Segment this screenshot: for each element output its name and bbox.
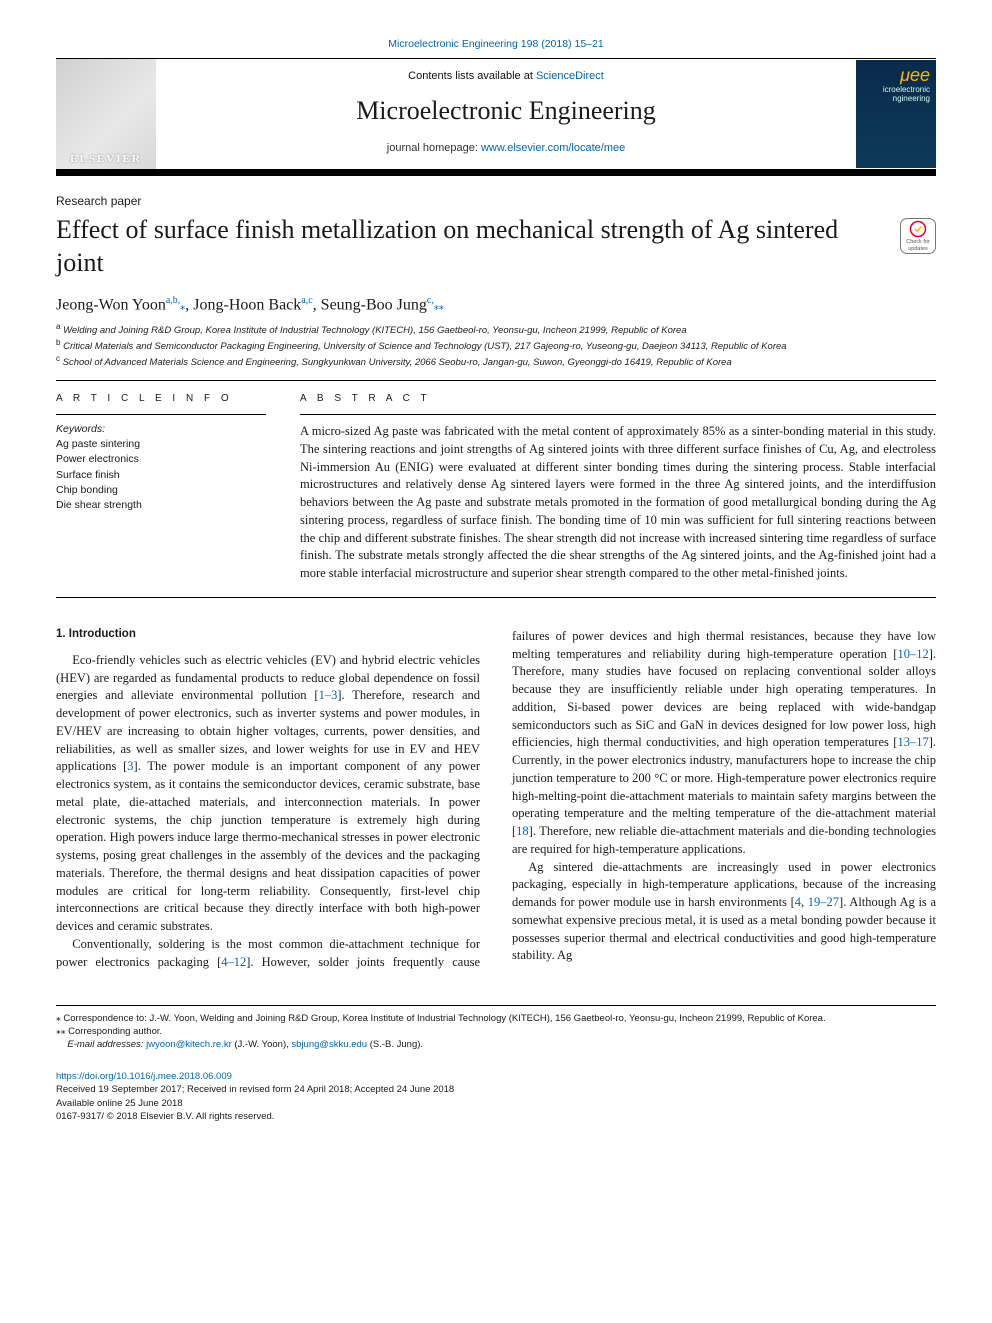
affil-c: c School of Advanced Materials Science a…: [56, 354, 936, 370]
homepage-prefix: journal homepage:: [387, 142, 481, 154]
keyword: Power electronics: [56, 452, 266, 467]
cover-mu: μee: [900, 66, 930, 86]
paper-title: Effect of surface finish metallization o…: [56, 214, 888, 279]
check-for-updates-badge[interactable]: Check for updates: [900, 218, 936, 254]
email-line: E-mail addresses: jwyoon@kitech.re.kr (J…: [67, 1039, 936, 1052]
keyword: Chip bonding: [56, 483, 266, 498]
abstract-text: A micro-sized Ag paste was fabricated wi…: [300, 423, 936, 583]
sciencedirect-link[interactable]: ScienceDirect: [536, 70, 604, 82]
affil-b: b Critical Materials and Semiconductor P…: [56, 338, 936, 354]
intro-para-3: Ag sintered die-attachments are increasi…: [512, 859, 936, 966]
copyright-line: 0167-9317/ © 2018 Elsevier B.V. All righ…: [56, 1110, 936, 1123]
abstract-heading: A B S T R A C T: [300, 393, 936, 404]
section-1-heading: 1. Introduction: [56, 628, 480, 640]
journal-cover-thumb: μee icroelectronic ngineering: [856, 60, 936, 168]
keywords-label: Keywords:: [56, 423, 266, 435]
corr-2: ⁎⁎ Corresponding author.: [56, 1026, 936, 1039]
authors-line: Jeong-Won Yoona,b,⁎, Jong-Hoon Backa,c, …: [56, 295, 936, 314]
email-2-who: (S.-B. Jung).: [370, 1039, 423, 1050]
affiliations: a Welding and Joining R&D Group, Korea I…: [56, 322, 936, 370]
keyword: Surface finish: [56, 468, 266, 483]
email-1[interactable]: jwyoon@kitech.re.kr: [146, 1039, 232, 1050]
affil-a: a Welding and Joining R&D Group, Korea I…: [56, 322, 936, 338]
updates-line2: updates: [908, 246, 928, 252]
corr-1: ⁎ Correspondence to: J.-W. Yoon, Welding…: [56, 1013, 936, 1026]
intro-para-1: Eco-friendly vehicles such as electric v…: [56, 652, 480, 936]
journal-header: ELSEVIER Contents lists available at Sci…: [56, 58, 936, 176]
rule-below-abstract: [56, 597, 936, 598]
journal-reference: Microelectronic Engineering 198 (2018) 1…: [56, 38, 936, 50]
journal-title: Microelectronic Engineering: [162, 96, 850, 126]
contents-available-line: Contents lists available at ScienceDirec…: [162, 70, 850, 82]
article-info-heading: A R T I C L E I N F O: [56, 393, 266, 404]
contents-prefix: Contents lists available at: [408, 70, 536, 82]
email-2[interactable]: sbjung@skku.edu: [291, 1039, 367, 1050]
email-label: E-mail addresses:: [67, 1039, 143, 1050]
keywords-list: Ag paste sintering Power electronics Sur…: [56, 437, 266, 513]
received-line: Received 19 September 2017; Received in …: [56, 1083, 936, 1096]
keyword: Die shear strength: [56, 498, 266, 513]
rule-under-abstract-heading: [300, 414, 936, 415]
available-line: Available online 25 June 2018: [56, 1097, 936, 1110]
cover-line2: ngineering: [893, 95, 930, 104]
paper-type: Research paper: [56, 194, 936, 208]
rule-above-abstract: [56, 380, 936, 381]
journal-homepage-link[interactable]: www.elsevier.com/locate/mee: [481, 142, 625, 154]
footnotes: ⁎ Correspondence to: J.-W. Yoon, Welding…: [56, 1005, 936, 1051]
rule-under-artinfo: [56, 414, 266, 415]
elsevier-logo: ELSEVIER: [56, 59, 156, 169]
doi-link[interactable]: https://doi.org/10.1016/j.mee.2018.06.00…: [56, 1070, 936, 1083]
doi-block: https://doi.org/10.1016/j.mee.2018.06.00…: [56, 1070, 936, 1123]
email-1-who: (J.-W. Yoon),: [234, 1039, 288, 1050]
keyword: Ag paste sintering: [56, 437, 266, 452]
journal-homepage-line: journal homepage: www.elsevier.com/locat…: [162, 142, 850, 154]
updates-icon: [909, 220, 927, 238]
